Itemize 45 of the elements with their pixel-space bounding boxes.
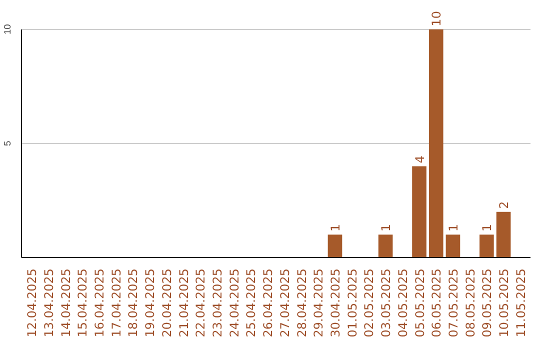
x-tick-label: 11.05.2025 — [514, 268, 528, 338]
x-tick-label: 22.04.2025 — [194, 268, 208, 338]
data-label: 2 — [497, 201, 512, 209]
x-tick-label: 26.04.2025 — [261, 268, 276, 338]
x-tick-label: 07.05.2025 — [446, 268, 460, 338]
x-tick-label: 28.04.2025 — [294, 268, 309, 338]
x-tick-label: 03.05.2025 — [379, 268, 394, 338]
x-tick-label: 09.05.2025 — [480, 268, 494, 338]
bar — [378, 234, 393, 258]
x-tick-label: 10.05.2025 — [497, 268, 512, 338]
x-tick-label: 25.04.2025 — [244, 268, 258, 338]
x-tick-label: 13.04.2025 — [42, 268, 56, 338]
x-tick-label: 12.04.2025 — [25, 268, 40, 338]
x-tick-label: 19.04.2025 — [143, 268, 158, 338]
data-label: 4 — [412, 156, 427, 164]
data-label: 1 — [379, 224, 394, 232]
data-label: 1 — [446, 224, 460, 232]
x-tick-label: 14.04.2025 — [58, 268, 73, 338]
bar — [412, 166, 426, 258]
x-tick-label: 17.04.2025 — [109, 268, 124, 338]
x-tick-label: 29.04.2025 — [312, 268, 326, 338]
x-tick-label: 16.04.2025 — [92, 268, 107, 338]
x-tick-label: 15.04.2025 — [76, 268, 90, 338]
bar — [428, 29, 444, 258]
x-tick-label: 21.04.2025 — [176, 268, 191, 338]
x-tick-label: 04.05.2025 — [396, 268, 410, 338]
x-tick-label: 08.05.2025 — [463, 268, 478, 338]
bar — [328, 234, 342, 258]
x-tick-label: 18.04.2025 — [126, 268, 140, 338]
bar — [480, 234, 494, 258]
x-tick-label: 20.04.2025 — [160, 268, 174, 338]
x-tick-label: 23.04.2025 — [210, 268, 225, 338]
x-tick-label: 30.04.2025 — [328, 268, 342, 338]
bar — [446, 234, 460, 258]
x-tick-label: 01.05.2025 — [345, 268, 360, 338]
x-tick-label: 05.05.2025 — [412, 268, 427, 338]
data-label: 1 — [328, 224, 342, 232]
bar — [496, 212, 511, 258]
x-tick-label: 02.05.2025 — [362, 268, 376, 338]
y-tick-label: 5 — [2, 140, 12, 146]
data-label: 1 — [480, 224, 494, 232]
x-tick-label: 06.05.2025 — [430, 268, 444, 338]
x-tick-label: 27.04.2025 — [278, 268, 292, 338]
x-tick-label: 24.04.2025 — [227, 268, 242, 338]
data-label: 10 — [430, 11, 444, 26]
